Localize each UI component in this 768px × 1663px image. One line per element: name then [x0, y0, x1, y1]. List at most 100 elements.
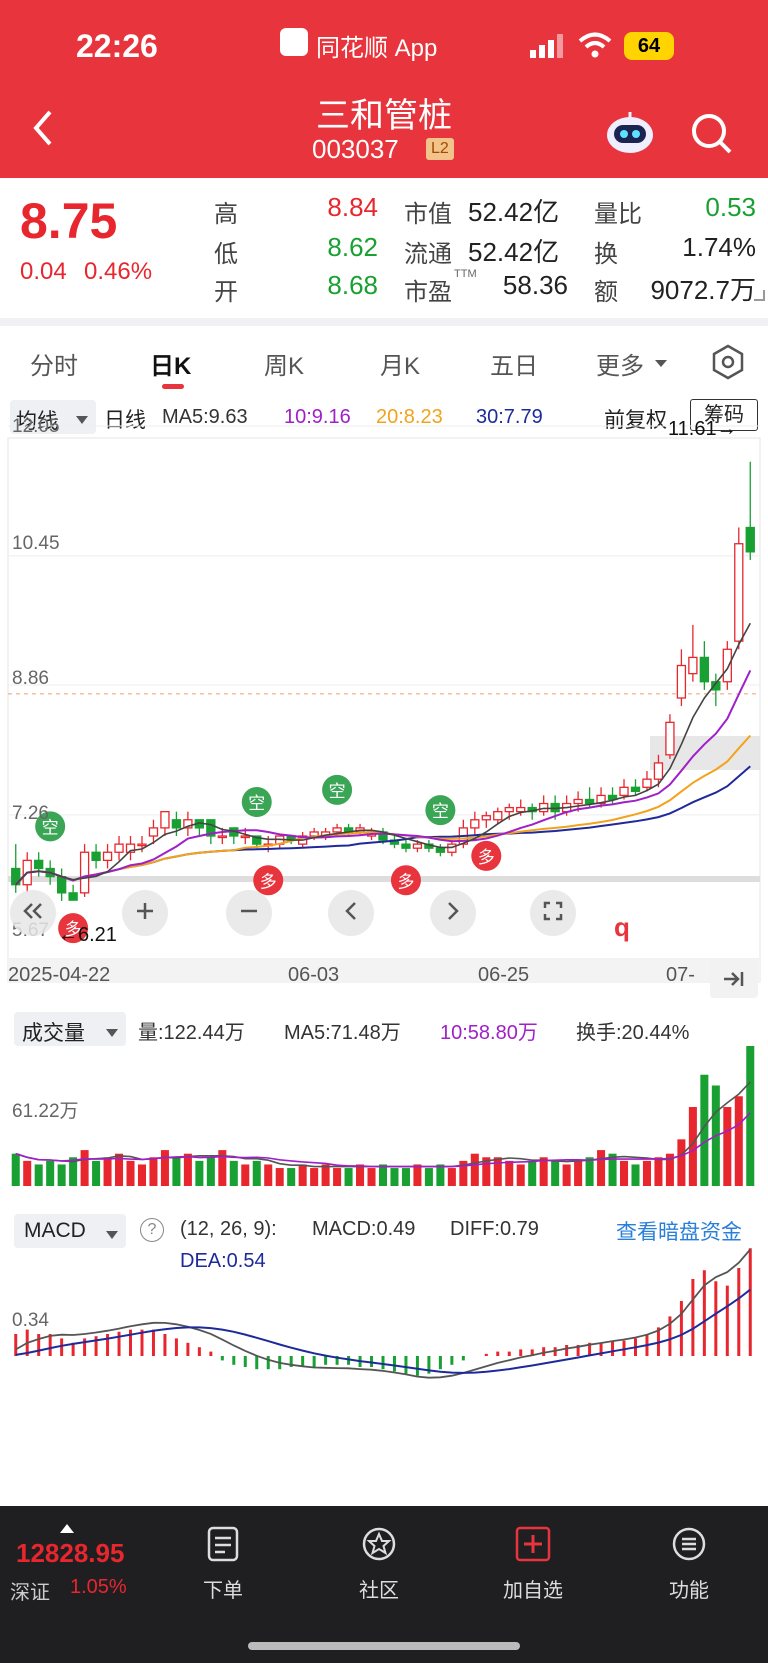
volume-bar [597, 1150, 606, 1186]
zoom-out-button[interactable] [226, 890, 272, 936]
volume-bar [551, 1160, 560, 1186]
tab-monthly-k[interactable]: 月K [380, 353, 421, 380]
candle-body [171, 819, 182, 829]
candle-body [619, 786, 629, 797]
volume-bar [57, 1164, 66, 1186]
candle-body [584, 798, 595, 805]
chevron-left-icon [344, 901, 358, 926]
status-app-name: 同花顺 App [316, 35, 438, 62]
candle-body [160, 811, 170, 829]
scroll-to-latest-button[interactable] [710, 960, 758, 998]
stock-code: 003037 [312, 134, 399, 164]
fullscreen-button[interactable] [530, 890, 576, 936]
max-price-label: 11.61→ [668, 418, 737, 440]
high-value: 8.84 [327, 192, 378, 222]
candle-body [137, 843, 147, 847]
volume-bar [574, 1160, 583, 1186]
zoom-out-left-button[interactable] [10, 890, 56, 936]
more-dropdown-icon[interactable] [654, 356, 668, 374]
date-label: 06-25 [478, 964, 530, 986]
signal-tag [471, 840, 502, 871]
volume-bar [459, 1160, 468, 1186]
volume-bar [642, 1160, 651, 1186]
volume-bar [677, 1139, 686, 1186]
order-document-icon [178, 1526, 268, 1568]
volume-bar [206, 1157, 215, 1186]
volume-bar [80, 1150, 89, 1186]
index-value[interactable]: 12828.95 [16, 1538, 125, 1568]
wifi-icon [578, 32, 612, 63]
volume-bar [195, 1160, 204, 1186]
ma-selector[interactable]: 均线 [10, 400, 96, 434]
nav-order[interactable]: 下单 [178, 1526, 268, 1603]
volume-bar [252, 1160, 261, 1186]
signal-tag [58, 913, 89, 944]
candle-body [676, 664, 687, 699]
open-value: 8.68 [327, 270, 378, 300]
nav-add-watchlist[interactable]: 加自选 [488, 1526, 578, 1603]
macd-selector[interactable]: MACD [14, 1214, 126, 1248]
volume-bar [413, 1164, 422, 1186]
volume-bar [700, 1074, 709, 1186]
help-icon[interactable]: ? [140, 1218, 164, 1242]
jump-end-icon [722, 970, 746, 993]
robot-assistant-icon[interactable] [604, 110, 656, 161]
search-icon[interactable] [690, 112, 734, 161]
zoom-in-button[interactable] [122, 890, 168, 936]
chips-button[interactable]: 筹码 [690, 399, 758, 431]
ma10-line [14, 669, 752, 886]
volume-value: 量:122.44万 [138, 1022, 245, 1044]
volume-bar [229, 1160, 238, 1186]
volume-bar [436, 1164, 445, 1186]
tab-five-day[interactable]: 五日 [490, 353, 538, 380]
float-label: 流通 [404, 241, 452, 268]
index-name: 深证 [10, 1582, 50, 1604]
turnover-label: 换 [594, 241, 618, 268]
volume-bar [688, 1107, 697, 1186]
volume-bar [137, 1164, 147, 1186]
volume-bar [631, 1164, 640, 1186]
divider [0, 318, 768, 326]
ma30-value: 30:7.79 [476, 406, 543, 428]
vol-ratio-value: 0.53 [705, 192, 756, 222]
candle-body [516, 806, 526, 813]
ma10-value: 10:9.16 [284, 406, 351, 428]
candle-body [481, 815, 491, 821]
volume-bar [321, 1164, 330, 1186]
chevron-down-icon [106, 1024, 118, 1042]
settings-hexagon-icon[interactable] [710, 344, 746, 385]
tab-more[interactable]: 更多 [596, 353, 644, 380]
candle-body [240, 835, 250, 839]
ma20-line [14, 734, 752, 886]
minus-icon [239, 901, 259, 926]
back-icon[interactable] [28, 106, 58, 155]
battery-level: 64 [637, 35, 661, 57]
expand-corner-icon[interactable] [752, 288, 766, 307]
volume-bar [723, 1107, 732, 1186]
signal-tag-text: 多 [478, 848, 495, 868]
scroll-left-button[interactable] [328, 890, 374, 936]
period-tabs: 分时 日K 周K 月K 五日 更多 [0, 326, 768, 396]
scroll-right-button[interactable] [430, 890, 476, 936]
active-tab-indicator [162, 384, 184, 389]
price-tick: 7.26 [12, 803, 49, 824]
price-tick: 12.05 [12, 416, 60, 437]
signal-tag [241, 787, 272, 818]
volume-bar [46, 1160, 55, 1186]
candle-body [665, 721, 675, 756]
nav-add-watchlist-label: 加自选 [503, 1580, 563, 1602]
nav-functions[interactable]: 功能 [644, 1526, 734, 1603]
tab-daily-k[interactable]: 日K [150, 353, 192, 380]
volume-selector[interactable]: 成交量 [14, 1012, 126, 1046]
volume-bar [160, 1150, 169, 1186]
level2-badge: L2 [426, 138, 454, 160]
dark-pool-link[interactable]: 查看暗盘资金 [616, 1221, 742, 1244]
volume-bar [183, 1153, 192, 1186]
volume-bar [585, 1157, 594, 1186]
tab-intraday[interactable]: 分时 [30, 353, 78, 380]
support-band [8, 876, 760, 882]
candle-body [688, 656, 698, 675]
nav-community[interactable]: 社区 [334, 1526, 424, 1603]
volume-bar [23, 1160, 32, 1186]
tab-weekly-k[interactable]: 周K [264, 353, 305, 380]
